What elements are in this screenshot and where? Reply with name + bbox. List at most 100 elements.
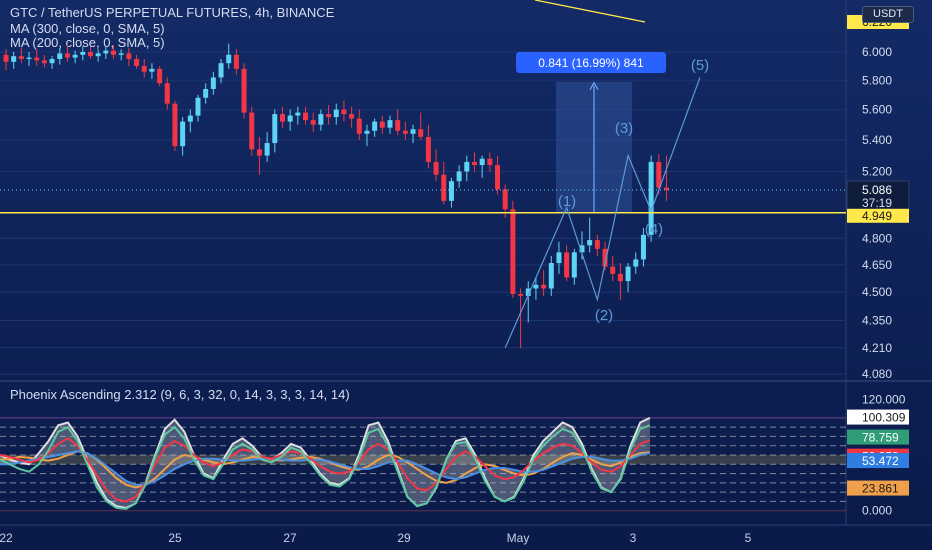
candle[interactable] <box>118 53 124 55</box>
candle[interactable] <box>333 109 339 118</box>
price-tick-label: 4.080 <box>862 367 892 381</box>
candle[interactable] <box>64 53 70 58</box>
candle[interactable] <box>226 54 232 64</box>
candle[interactable] <box>648 161 654 235</box>
candle[interactable] <box>249 112 255 150</box>
candle[interactable] <box>471 161 477 166</box>
candle[interactable] <box>57 53 63 59</box>
candle[interactable] <box>356 118 362 134</box>
candle[interactable] <box>310 120 316 125</box>
candle[interactable] <box>525 288 531 296</box>
candle[interactable] <box>26 57 32 59</box>
candle[interactable] <box>279 114 285 122</box>
candle[interactable] <box>72 54 78 58</box>
candle[interactable] <box>387 120 393 128</box>
candle[interactable] <box>141 66 147 72</box>
candle[interactable] <box>318 114 324 125</box>
candle[interactable] <box>233 54 239 69</box>
candle[interactable] <box>195 97 201 116</box>
candle[interactable] <box>464 161 470 172</box>
candle[interactable] <box>594 240 600 249</box>
candle[interactable] <box>479 158 485 166</box>
candle[interactable] <box>303 112 309 121</box>
candle[interactable] <box>379 121 385 128</box>
candle[interactable] <box>264 143 270 156</box>
candle[interactable] <box>556 252 562 264</box>
candle[interactable] <box>210 77 216 89</box>
candle[interactable] <box>87 52 93 57</box>
candle[interactable] <box>287 115 293 122</box>
indicator-series-line[interactable] <box>0 416 651 509</box>
candle[interactable] <box>633 259 639 267</box>
candle[interactable] <box>372 121 378 131</box>
candle[interactable] <box>425 136 431 162</box>
candle[interactable] <box>487 158 493 166</box>
candle[interactable] <box>241 68 247 113</box>
candle[interactable] <box>41 60 47 64</box>
candle[interactable] <box>564 252 570 278</box>
candle[interactable] <box>341 109 347 115</box>
candle[interactable] <box>587 240 593 246</box>
candle[interactable] <box>533 284 539 289</box>
candle[interactable] <box>126 53 132 59</box>
candle[interactable] <box>111 50 117 55</box>
candle[interactable] <box>80 52 86 55</box>
candle[interactable] <box>18 56 24 59</box>
candle[interactable] <box>602 248 608 267</box>
candle[interactable] <box>364 130 370 134</box>
candle[interactable] <box>256 149 262 156</box>
candle[interactable] <box>149 68 155 72</box>
candle[interactable] <box>172 103 178 147</box>
candle[interactable] <box>502 189 508 210</box>
candle[interactable] <box>663 187 669 190</box>
candle[interactable] <box>49 58 55 64</box>
candle[interactable] <box>518 294 524 296</box>
candle[interactable] <box>640 234 646 260</box>
candle[interactable] <box>656 161 662 188</box>
candle[interactable] <box>134 58 140 67</box>
candle[interactable] <box>395 120 401 131</box>
candle[interactable] <box>418 129 424 137</box>
candle[interactable] <box>95 53 101 57</box>
indicator-series-line[interactable] <box>0 450 651 486</box>
candle[interactable] <box>610 266 616 274</box>
candle[interactable] <box>326 114 332 118</box>
candle[interactable] <box>495 165 501 190</box>
candle[interactable] <box>510 209 516 295</box>
candle[interactable] <box>410 129 416 134</box>
candle[interactable] <box>456 171 462 182</box>
indicator-series-line[interactable] <box>0 437 651 503</box>
candle[interactable] <box>548 263 554 289</box>
candle[interactable] <box>579 245 585 253</box>
candle[interactable] <box>164 83 170 104</box>
candle[interactable] <box>218 63 224 78</box>
candle[interactable] <box>441 174 447 201</box>
candle[interactable] <box>103 50 109 54</box>
candle[interactable] <box>617 273 623 282</box>
candle[interactable] <box>11 56 17 62</box>
candle[interactable] <box>272 114 278 144</box>
candle[interactable] <box>625 266 631 282</box>
candle[interactable] <box>3 54 9 62</box>
ma-200-label: MA (200, close, 0, SMA, 5) <box>10 35 165 50</box>
candle[interactable] <box>433 161 439 175</box>
candle[interactable] <box>349 114 355 119</box>
candle[interactable] <box>157 68 163 84</box>
currency-badge[interactable]: USDT <box>862 6 914 23</box>
candle[interactable] <box>203 88 209 98</box>
measure-label-box[interactable] <box>516 52 666 73</box>
candle[interactable] <box>295 112 301 116</box>
candle[interactable] <box>448 181 454 201</box>
candle[interactable] <box>187 115 193 122</box>
candle[interactable] <box>34 57 40 61</box>
elliott-wave-path[interactable] <box>504 77 701 349</box>
wave-label: (2) <box>595 307 613 324</box>
candle[interactable] <box>571 252 577 278</box>
candle[interactable] <box>541 284 547 289</box>
candle[interactable] <box>180 121 186 147</box>
indicator-series-line[interactable] <box>0 424 651 510</box>
price-tick-label: 5.600 <box>862 103 892 117</box>
candle[interactable] <box>402 130 408 134</box>
wave-label: (4) <box>645 221 663 238</box>
